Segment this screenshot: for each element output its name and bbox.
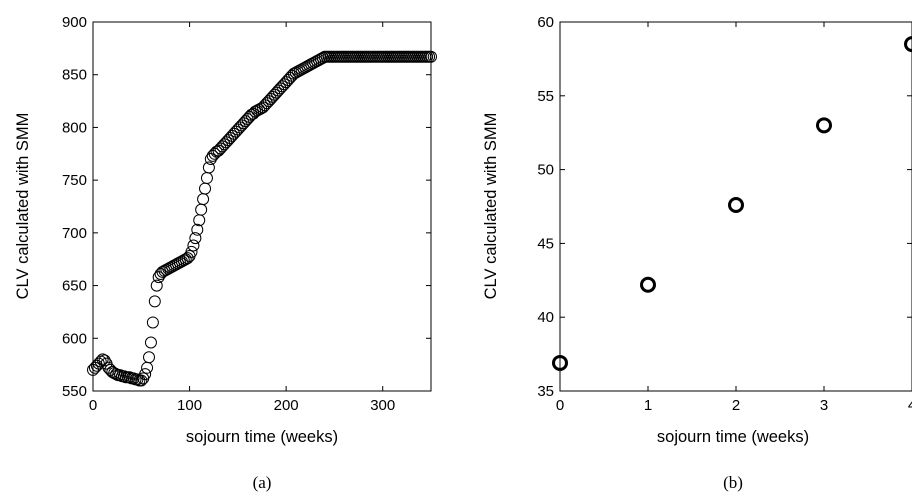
chart-a-point bbox=[189, 232, 202, 245]
chart-b-y-tick-label: 60 bbox=[537, 14, 554, 31]
chart-a-y-tick-label: 700 bbox=[62, 225, 87, 242]
chart-b-x-ticks: 0 1 2 3 4 bbox=[556, 22, 912, 414]
chart-a-y-tick-label: 550 bbox=[62, 383, 87, 400]
chart-a-y-tick-label: 800 bbox=[62, 119, 87, 136]
chart-a-x-ticks: 0 100 200 300 bbox=[89, 22, 395, 414]
chart-a-point bbox=[187, 239, 200, 252]
chart-b-y-tick-label: 35 bbox=[537, 383, 554, 400]
chart-b-point bbox=[816, 117, 832, 134]
chart-a-y-tick-label: 600 bbox=[62, 330, 87, 347]
chart-a-caption: (a) bbox=[253, 473, 272, 492]
chart-a-x-tick-label: 100 bbox=[177, 397, 202, 414]
chart-a-point bbox=[144, 336, 157, 349]
chart-a-x-tick-label: 0 bbox=[89, 397, 97, 414]
chart-a-point bbox=[425, 50, 437, 63]
chart-a-x-axis-label: sojourn time (weeks) bbox=[186, 428, 338, 446]
chart-b-point bbox=[640, 276, 656, 293]
chart-a-point bbox=[143, 351, 156, 364]
chart-b-point bbox=[904, 36, 912, 53]
chart-a-point bbox=[191, 223, 204, 236]
chart-a-points bbox=[87, 50, 437, 387]
chart-b-y-tick-label: 50 bbox=[537, 162, 554, 179]
chart-b-y-tick-label: 40 bbox=[537, 309, 554, 326]
chart-a-point bbox=[202, 161, 215, 174]
chart-a-point bbox=[150, 279, 163, 292]
chart-a-y-tick-label: 900 bbox=[62, 14, 87, 31]
chart-b-plot-area bbox=[559, 21, 912, 392]
chart-a-point bbox=[181, 252, 194, 265]
chart-a-y-tick-label: 750 bbox=[62, 172, 87, 189]
chart-a-x-tick-label: 300 bbox=[370, 397, 395, 414]
chart-b-y-axis-label: CLV calculated with SMM bbox=[482, 113, 500, 300]
chart-b-x-tick-label: 4 bbox=[908, 397, 912, 414]
chart-a: 0 100 200 300 550 600 650 700 750 800 850 900 sojo… bbox=[14, 14, 437, 492]
chart-a-point bbox=[139, 368, 152, 381]
chart-a-point bbox=[96, 353, 109, 366]
chart-a-x-tick-label: 200 bbox=[274, 397, 299, 414]
chart-b-point bbox=[552, 354, 568, 371]
chart-a-point bbox=[179, 253, 192, 266]
chart-a-point bbox=[146, 316, 159, 329]
chart-a-point bbox=[185, 245, 198, 258]
chart-b-x-tick-label: 0 bbox=[556, 397, 564, 414]
chart-b-y-tick-label: 55 bbox=[537, 88, 554, 105]
chart-a-point bbox=[148, 295, 161, 308]
chart-b-points bbox=[552, 36, 912, 371]
chart-a-y-ticks: 550 600 650 700 750 800 850 900 bbox=[62, 14, 431, 400]
chart-a-point bbox=[98, 354, 111, 367]
chart-b-y-ticks: 35 40 45 50 55 60 bbox=[537, 14, 912, 400]
chart-a-plot-area bbox=[92, 21, 432, 392]
chart-b-y-tick-label: 45 bbox=[537, 235, 554, 252]
chart-b-x-tick-label: 3 bbox=[820, 397, 828, 414]
chart-b-x-tick-label: 1 bbox=[644, 397, 652, 414]
chart-b-x-axis-label: sojourn time (weeks) bbox=[657, 428, 809, 446]
chart-a-y-axis-label: CLV calculated with SMM bbox=[14, 113, 32, 300]
chart-b-x-tick-label: 2 bbox=[732, 397, 740, 414]
chart-b-caption: (b) bbox=[723, 473, 743, 492]
chart-a-point bbox=[135, 374, 148, 387]
chart-b-point bbox=[728, 197, 744, 214]
chart-a-y-tick-label: 850 bbox=[62, 67, 87, 84]
chart-a-y-tick-label: 650 bbox=[62, 278, 87, 295]
